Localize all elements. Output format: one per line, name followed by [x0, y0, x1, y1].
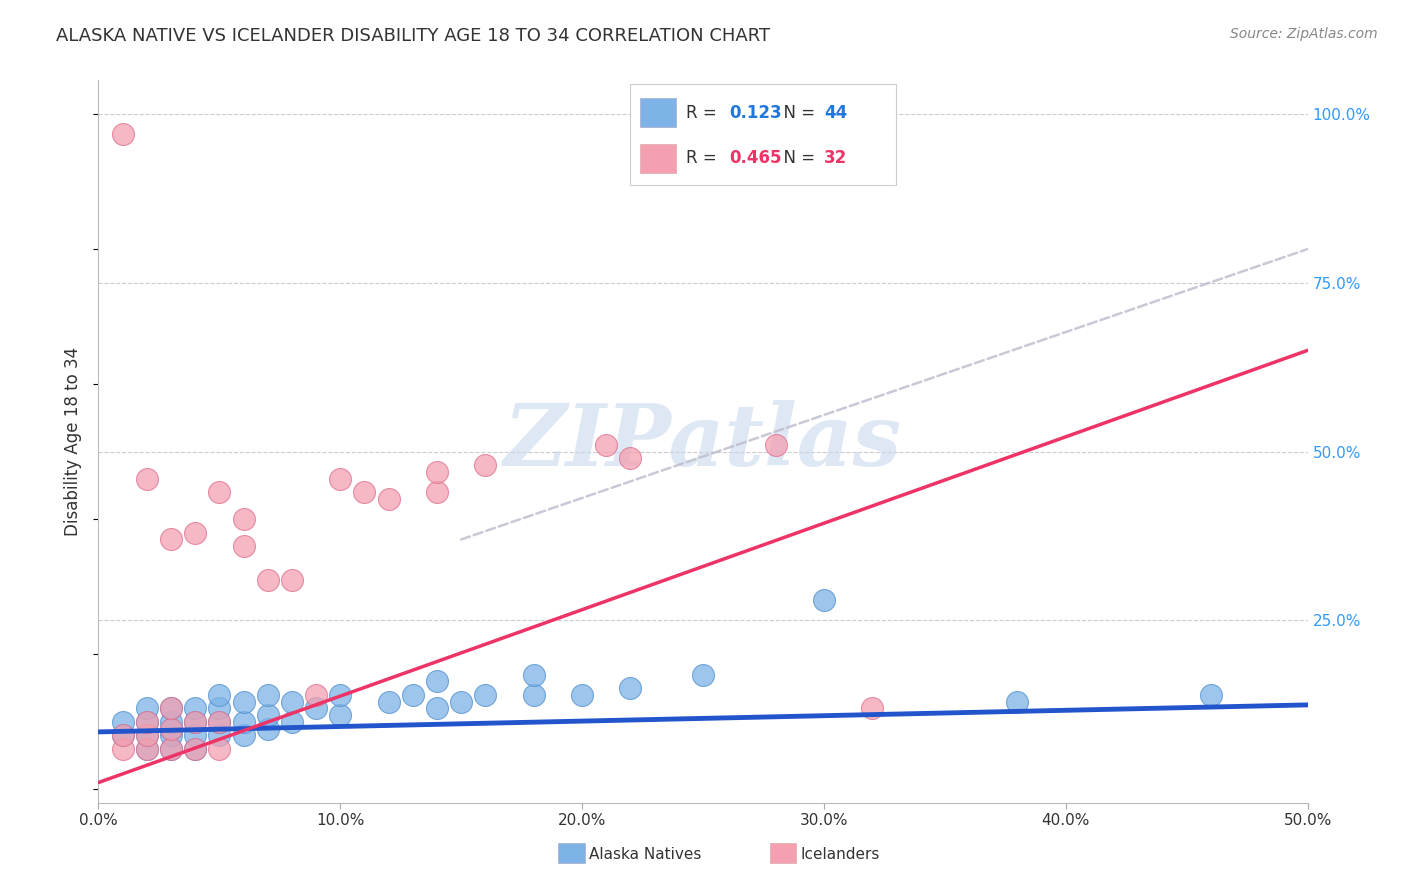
- Point: [184, 741, 207, 756]
- Point: [353, 485, 375, 500]
- Point: [329, 472, 352, 486]
- Point: [329, 688, 352, 702]
- Point: [523, 667, 546, 681]
- Text: ALASKA NATIVE VS ICELANDER DISABILITY AGE 18 TO 34 CORRELATION CHART: ALASKA NATIVE VS ICELANDER DISABILITY AG…: [56, 27, 770, 45]
- Point: [256, 688, 278, 702]
- Point: [160, 701, 183, 715]
- Point: [135, 728, 157, 742]
- Point: [377, 491, 399, 506]
- Point: [111, 728, 134, 742]
- Point: [1199, 688, 1222, 702]
- Text: Alaska Natives: Alaska Natives: [589, 847, 702, 862]
- Point: [256, 722, 278, 736]
- FancyBboxPatch shape: [630, 84, 897, 185]
- Point: [160, 741, 183, 756]
- Point: [135, 472, 157, 486]
- Point: [208, 728, 231, 742]
- Point: [135, 714, 157, 729]
- Point: [111, 728, 134, 742]
- Point: [208, 688, 231, 702]
- Point: [329, 708, 352, 723]
- Point: [813, 593, 835, 607]
- Point: [426, 701, 449, 715]
- Point: [208, 714, 231, 729]
- Point: [160, 701, 183, 715]
- Point: [305, 688, 328, 702]
- Point: [135, 714, 157, 729]
- Point: [184, 525, 207, 540]
- Point: [208, 714, 231, 729]
- Point: [402, 688, 425, 702]
- Point: [619, 681, 641, 695]
- Point: [160, 722, 183, 736]
- Point: [474, 688, 496, 702]
- Point: [160, 722, 183, 736]
- Point: [256, 573, 278, 587]
- Y-axis label: Disability Age 18 to 34: Disability Age 18 to 34: [65, 347, 83, 536]
- Point: [305, 701, 328, 715]
- Point: [184, 714, 207, 729]
- Point: [860, 701, 883, 715]
- Point: [232, 512, 254, 526]
- Point: [450, 694, 472, 708]
- Point: [232, 714, 254, 729]
- Point: [135, 728, 157, 742]
- Text: 0.123: 0.123: [730, 103, 782, 122]
- Text: ZIPatlas: ZIPatlas: [503, 400, 903, 483]
- Point: [595, 438, 617, 452]
- Text: 32: 32: [824, 149, 848, 168]
- Bar: [558, 843, 585, 863]
- Point: [111, 128, 134, 142]
- Point: [426, 674, 449, 689]
- Text: R =: R =: [686, 149, 723, 168]
- Point: [281, 714, 304, 729]
- Point: [111, 741, 134, 756]
- Point: [571, 688, 593, 702]
- Point: [160, 728, 183, 742]
- Point: [184, 714, 207, 729]
- Point: [256, 708, 278, 723]
- Point: [111, 714, 134, 729]
- Point: [1007, 694, 1029, 708]
- Bar: [640, 98, 676, 128]
- Point: [619, 451, 641, 466]
- Point: [135, 741, 157, 756]
- Point: [426, 485, 449, 500]
- Point: [184, 741, 207, 756]
- Point: [377, 694, 399, 708]
- Text: N =: N =: [773, 149, 821, 168]
- Point: [765, 438, 787, 452]
- Point: [208, 485, 231, 500]
- Point: [523, 688, 546, 702]
- Point: [135, 741, 157, 756]
- Bar: [769, 843, 796, 863]
- Point: [160, 714, 183, 729]
- Point: [474, 458, 496, 472]
- Point: [184, 728, 207, 742]
- Point: [208, 741, 231, 756]
- Text: Icelanders: Icelanders: [801, 847, 880, 862]
- Point: [208, 701, 231, 715]
- Point: [135, 701, 157, 715]
- Point: [160, 533, 183, 547]
- Point: [232, 728, 254, 742]
- Text: N =: N =: [773, 103, 821, 122]
- Point: [281, 573, 304, 587]
- Point: [692, 667, 714, 681]
- Point: [160, 741, 183, 756]
- Point: [184, 701, 207, 715]
- Text: Source: ZipAtlas.com: Source: ZipAtlas.com: [1230, 27, 1378, 41]
- Bar: [640, 144, 676, 173]
- Point: [426, 465, 449, 479]
- Text: R =: R =: [686, 103, 723, 122]
- Point: [281, 694, 304, 708]
- Text: 0.465: 0.465: [730, 149, 782, 168]
- Point: [232, 694, 254, 708]
- Point: [232, 539, 254, 553]
- Text: 44: 44: [824, 103, 848, 122]
